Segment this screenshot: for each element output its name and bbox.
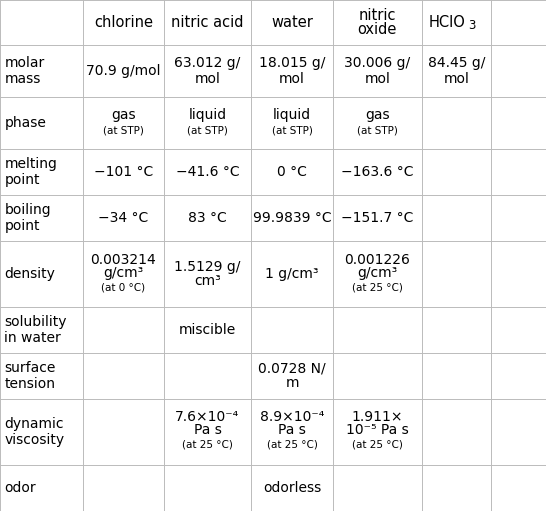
Text: (at 0 °C): (at 0 °C) bbox=[102, 282, 145, 292]
Text: −41.6 °C: −41.6 °C bbox=[176, 165, 239, 179]
Text: (at 25 °C): (at 25 °C) bbox=[266, 439, 318, 449]
Text: 18.015 g/
mol: 18.015 g/ mol bbox=[259, 56, 325, 86]
Text: m: m bbox=[286, 376, 299, 390]
Text: 7.6×10⁻⁴: 7.6×10⁻⁴ bbox=[175, 410, 240, 424]
Text: boiling
point: boiling point bbox=[4, 203, 51, 233]
Text: (at 25 °C): (at 25 °C) bbox=[352, 282, 403, 292]
Text: (at STP): (at STP) bbox=[272, 125, 312, 135]
Text: 0.003214: 0.003214 bbox=[91, 252, 156, 267]
Text: nitric: nitric bbox=[359, 8, 396, 24]
Text: 8.9×10⁻⁴: 8.9×10⁻⁴ bbox=[260, 410, 324, 424]
Text: odor: odor bbox=[4, 481, 36, 495]
Text: Pa s: Pa s bbox=[278, 423, 306, 437]
Text: molar
mass: molar mass bbox=[4, 56, 45, 86]
Text: 84.45 g/
mol: 84.45 g/ mol bbox=[428, 56, 485, 86]
Text: water: water bbox=[271, 15, 313, 30]
Text: phase: phase bbox=[4, 116, 46, 130]
Text: 1 g/cm³: 1 g/cm³ bbox=[265, 267, 319, 281]
Text: (at STP): (at STP) bbox=[103, 125, 144, 135]
Text: oxide: oxide bbox=[358, 21, 397, 37]
Text: Pa s: Pa s bbox=[193, 423, 222, 437]
Text: gas: gas bbox=[111, 108, 136, 122]
Text: miscible: miscible bbox=[179, 323, 236, 337]
Text: 0.001226: 0.001226 bbox=[345, 252, 410, 267]
Text: melting
point: melting point bbox=[4, 157, 57, 187]
Text: −151.7 °C: −151.7 °C bbox=[341, 211, 413, 225]
Text: 83 °C: 83 °C bbox=[188, 211, 227, 225]
Text: 10⁻⁵ Pa s: 10⁻⁵ Pa s bbox=[346, 423, 408, 437]
Text: (at STP): (at STP) bbox=[187, 125, 228, 135]
Text: 1.911×: 1.911× bbox=[352, 410, 403, 424]
Text: (at STP): (at STP) bbox=[357, 125, 397, 135]
Text: 63.012 g/
mol: 63.012 g/ mol bbox=[174, 56, 241, 86]
Text: nitric acid: nitric acid bbox=[171, 15, 244, 30]
Text: surface
tension: surface tension bbox=[4, 361, 56, 391]
Text: g/cm³: g/cm³ bbox=[103, 266, 144, 280]
Text: density: density bbox=[4, 267, 55, 281]
Text: (at 25 °C): (at 25 °C) bbox=[182, 439, 233, 449]
Text: 1.5129 g/: 1.5129 g/ bbox=[174, 260, 241, 274]
Text: g/cm³: g/cm³ bbox=[357, 266, 397, 280]
Text: 3: 3 bbox=[468, 19, 476, 32]
Text: dynamic
viscosity: dynamic viscosity bbox=[4, 417, 64, 447]
Text: solubility
in water: solubility in water bbox=[4, 315, 67, 345]
Text: −163.6 °C: −163.6 °C bbox=[341, 165, 413, 179]
Text: 99.9839 °C: 99.9839 °C bbox=[253, 211, 331, 225]
Text: liquid: liquid bbox=[273, 108, 311, 122]
Text: odorless: odorless bbox=[263, 481, 321, 495]
Text: cm³: cm³ bbox=[194, 274, 221, 288]
Text: gas: gas bbox=[365, 108, 390, 122]
Text: 30.006 g/
mol: 30.006 g/ mol bbox=[344, 56, 411, 86]
Text: chlorine: chlorine bbox=[94, 15, 153, 30]
Text: 0.0728 N/: 0.0728 N/ bbox=[258, 362, 326, 376]
Text: HClO: HClO bbox=[428, 15, 465, 30]
Text: 0 °C: 0 °C bbox=[277, 165, 307, 179]
Text: 70.9 g/mol: 70.9 g/mol bbox=[86, 64, 161, 78]
Text: −34 °C: −34 °C bbox=[98, 211, 149, 225]
Text: (at 25 °C): (at 25 °C) bbox=[352, 439, 403, 449]
Text: liquid: liquid bbox=[188, 108, 227, 122]
Text: −101 °C: −101 °C bbox=[94, 165, 153, 179]
